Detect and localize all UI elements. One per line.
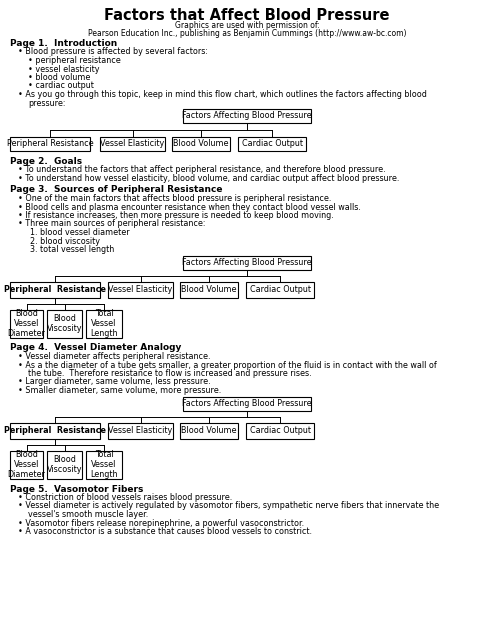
Text: • Vessel diameter is actively regulated by vasomotor fibers, sympathetic nerve f: • Vessel diameter is actively regulated … <box>18 502 439 511</box>
Text: • peripheral resistance: • peripheral resistance <box>28 56 121 65</box>
Text: Vessel Elasticity: Vessel Elasticity <box>108 426 173 435</box>
Text: • Constriction of blood vessels raises blood pressure.: • Constriction of blood vessels raises b… <box>18 493 232 502</box>
Text: • To understand the factors that affect peripheral resistance, and therefore blo: • To understand the factors that affect … <box>18 166 386 175</box>
Text: • Blood pressure is affected by several factors:: • Blood pressure is affected by several … <box>18 47 208 56</box>
Text: Vessel Elasticity: Vessel Elasticity <box>100 140 165 148</box>
Text: Factors Affecting Blood Pressure: Factors Affecting Blood Pressure <box>182 111 312 120</box>
FancyBboxPatch shape <box>246 282 314 298</box>
Text: Blood
Vessel
Diameter: Blood Vessel Diameter <box>7 308 46 339</box>
Text: • blood volume: • blood volume <box>28 73 91 82</box>
Text: Page 4.  Vessel Diameter Analogy: Page 4. Vessel Diameter Analogy <box>10 344 181 353</box>
FancyBboxPatch shape <box>10 422 100 438</box>
Text: Blood Volume: Blood Volume <box>173 140 229 148</box>
Text: • Smaller diameter, same volume, more pressure.: • Smaller diameter, same volume, more pr… <box>18 386 221 395</box>
Text: 3. total vessel length: 3. total vessel length <box>30 245 114 254</box>
FancyBboxPatch shape <box>10 451 43 479</box>
Text: Vessel Elasticity: Vessel Elasticity <box>108 285 173 294</box>
Text: 1. blood vessel diameter: 1. blood vessel diameter <box>30 228 130 237</box>
Text: Blood
Vessel
Diameter: Blood Vessel Diameter <box>7 449 46 479</box>
Text: vessel's smooth muscle layer.: vessel's smooth muscle layer. <box>28 510 148 519</box>
FancyBboxPatch shape <box>10 310 43 337</box>
FancyBboxPatch shape <box>108 422 173 438</box>
Text: pressure:: pressure: <box>28 99 65 108</box>
FancyBboxPatch shape <box>246 422 314 438</box>
FancyBboxPatch shape <box>183 397 311 410</box>
FancyBboxPatch shape <box>10 137 90 151</box>
Text: Blood Volume: Blood Volume <box>181 426 237 435</box>
Text: the tube.  Therefore resistance to flow is increased and pressure rises.: the tube. Therefore resistance to flow i… <box>28 369 312 378</box>
FancyBboxPatch shape <box>86 451 122 479</box>
Text: Page 3.  Sources of Peripheral Resistance: Page 3. Sources of Peripheral Resistance <box>10 186 222 195</box>
Text: • Larger diameter, same volume, less pressure.: • Larger diameter, same volume, less pre… <box>18 378 211 387</box>
FancyBboxPatch shape <box>47 310 82 337</box>
Text: • As a the diameter of a tube gets smaller, a greater proportion of the fluid is: • As a the diameter of a tube gets small… <box>18 360 437 369</box>
Text: Factors Affecting Blood Pressure: Factors Affecting Blood Pressure <box>182 258 312 267</box>
Text: • Vasomotor fibers release norepinephrine, a powerful vasoconstrictor.: • Vasomotor fibers release norepinephrin… <box>18 518 304 527</box>
FancyBboxPatch shape <box>86 310 122 337</box>
Text: Total
Vessel
Length: Total Vessel Length <box>90 449 118 479</box>
Text: Cardiac Output: Cardiac Output <box>249 285 310 294</box>
Text: Graphics are used with permission of:: Graphics are used with permission of: <box>175 21 319 30</box>
Text: Peripheral  Resistance: Peripheral Resistance <box>4 285 106 294</box>
FancyBboxPatch shape <box>47 451 82 479</box>
Text: Page 5.  Vasomotor Fibers: Page 5. Vasomotor Fibers <box>10 484 144 493</box>
Text: Factors that Affect Blood Pressure: Factors that Affect Blood Pressure <box>104 8 390 23</box>
Text: • A vasoconstrictor is a substance that causes blood vessels to constrict.: • A vasoconstrictor is a substance that … <box>18 527 312 536</box>
FancyBboxPatch shape <box>183 109 311 123</box>
Text: • To understand how vessel elasticity, blood volume, and cardiac output affect b: • To understand how vessel elasticity, b… <box>18 174 399 183</box>
FancyBboxPatch shape <box>238 137 306 151</box>
Text: • Vessel diameter affects peripheral resistance.: • Vessel diameter affects peripheral res… <box>18 352 210 361</box>
Text: • If resistance increases, then more pressure is needed to keep blood moving.: • If resistance increases, then more pre… <box>18 211 334 220</box>
FancyBboxPatch shape <box>180 422 238 438</box>
FancyBboxPatch shape <box>108 282 173 298</box>
Text: Pearson Education Inc., publishing as Benjamin Cummings (http://www.aw-bc.com): Pearson Education Inc., publishing as Be… <box>88 29 406 38</box>
Text: Cardiac Output: Cardiac Output <box>249 426 310 435</box>
Text: • cardiac output: • cardiac output <box>28 81 94 90</box>
Text: Page 1.  Introduction: Page 1. Introduction <box>10 39 117 48</box>
Text: • Three main sources of peripheral resistance:: • Three main sources of peripheral resis… <box>18 220 205 228</box>
FancyBboxPatch shape <box>10 282 100 298</box>
Text: Total
Vessel
Length: Total Vessel Length <box>90 308 118 339</box>
FancyBboxPatch shape <box>172 137 230 151</box>
Text: 2. blood viscosity: 2. blood viscosity <box>30 237 100 246</box>
Text: • As you go through this topic, keep in mind this flow chart, which outlines the: • As you go through this topic, keep in … <box>18 90 427 99</box>
Text: Cardiac Output: Cardiac Output <box>242 140 302 148</box>
Text: • Blood cells and plasma encounter resistance when they contact blood vessel wal: • Blood cells and plasma encounter resis… <box>18 202 361 211</box>
FancyBboxPatch shape <box>100 137 165 151</box>
Text: Factors Affecting Blood Pressure: Factors Affecting Blood Pressure <box>182 399 312 408</box>
FancyBboxPatch shape <box>183 255 311 269</box>
Text: Blood Volume: Blood Volume <box>181 285 237 294</box>
Text: Blood
Viscosity: Blood Viscosity <box>47 314 82 333</box>
Text: Page 2.  Goals: Page 2. Goals <box>10 157 82 166</box>
FancyBboxPatch shape <box>180 282 238 298</box>
Text: • vessel elasticity: • vessel elasticity <box>28 65 99 74</box>
Text: Peripheral Resistance: Peripheral Resistance <box>7 140 94 148</box>
Text: Peripheral  Resistance: Peripheral Resistance <box>4 426 106 435</box>
Text: • One of the main factors that affects blood pressure is peripheral resistance.: • One of the main factors that affects b… <box>18 194 331 203</box>
Text: Blood
Viscosity: Blood Viscosity <box>47 455 82 474</box>
